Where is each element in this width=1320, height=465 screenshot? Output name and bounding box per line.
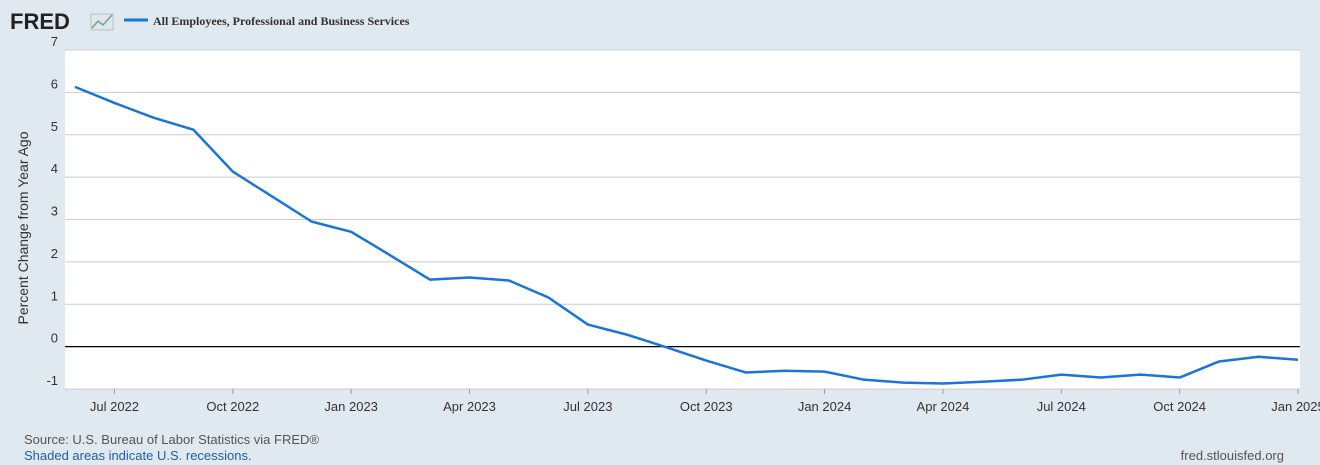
legend-label: All Employees, Professional and Business… [153, 14, 410, 28]
x-tick-label: Jul 2022 [90, 399, 139, 414]
site: fred.stlouisfed.org [1181, 448, 1284, 463]
x-tick-label: Jan 2024 [798, 399, 852, 414]
x-tick-label: Oct 2024 [1153, 399, 1206, 414]
x-tick-label: Apr 2023 [443, 399, 496, 414]
note: Shaded areas indicate U.S. recessions. [24, 448, 252, 463]
y-tick-label: 3 [51, 204, 58, 219]
x-tick-label: Oct 2022 [206, 399, 259, 414]
x-tick-label: Jan 2023 [324, 399, 378, 414]
logo: FRED [10, 9, 70, 34]
y-tick-label: 5 [51, 119, 58, 134]
y-tick-label: 4 [51, 161, 58, 176]
source: Source: U.S. Bureau of Labor Statistics … [24, 432, 319, 447]
y-axis-label: Percent Change from Year Ago [15, 131, 31, 324]
y-tick-label: 1 [51, 288, 58, 303]
series-line [74, 85, 1299, 385]
y-tick-label: -1 [46, 373, 58, 388]
x-tick-label: Jan 2025 [1271, 399, 1320, 414]
y-tick-label: 2 [51, 246, 58, 261]
logo-icon [90, 13, 114, 31]
x-tick-label: Apr 2024 [917, 399, 970, 414]
y-tick-label: 0 [51, 331, 58, 346]
x-tick-label: Oct 2023 [680, 399, 733, 414]
x-tick-label: Jul 2023 [563, 399, 612, 414]
y-tick-label: 6 [51, 76, 58, 91]
x-tick-label: Jul 2024 [1037, 399, 1086, 414]
y-tick-label: 7 [51, 34, 58, 49]
